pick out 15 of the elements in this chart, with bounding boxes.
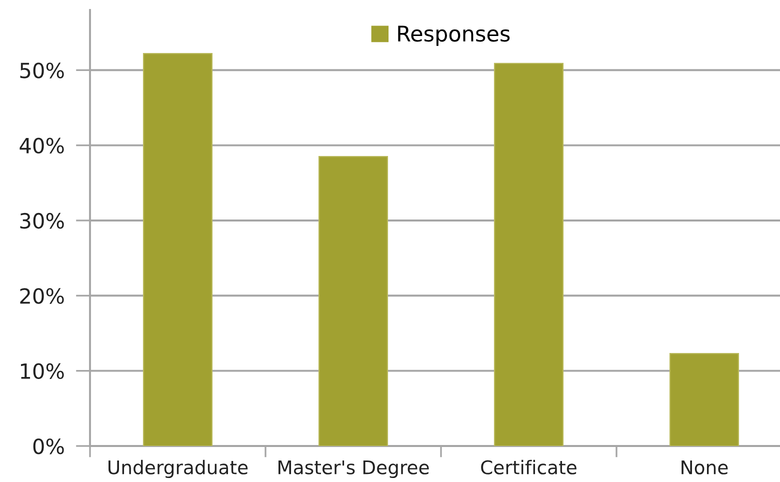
y-tick-label: 50% bbox=[20, 62, 64, 78]
x-tick-label: Undergraduate bbox=[108, 460, 248, 478]
y-tick-label: 30% bbox=[20, 212, 64, 229]
bar bbox=[142, 53, 213, 446]
y-tick-label: 40% bbox=[20, 138, 64, 154]
legend-label: Responses bbox=[398, 26, 510, 46]
x-tick-label: None bbox=[682, 460, 728, 474]
bar bbox=[318, 156, 388, 446]
x-tick-label: Certificate bbox=[481, 460, 576, 474]
bar bbox=[669, 352, 740, 446]
y-tick-label: 20% bbox=[20, 288, 64, 304]
bar bbox=[494, 62, 564, 446]
y-tick-label: 10% bbox=[20, 363, 64, 380]
y-tick-label: 0% bbox=[33, 438, 64, 454]
x-tick-label: Master's Degree bbox=[278, 460, 429, 478]
